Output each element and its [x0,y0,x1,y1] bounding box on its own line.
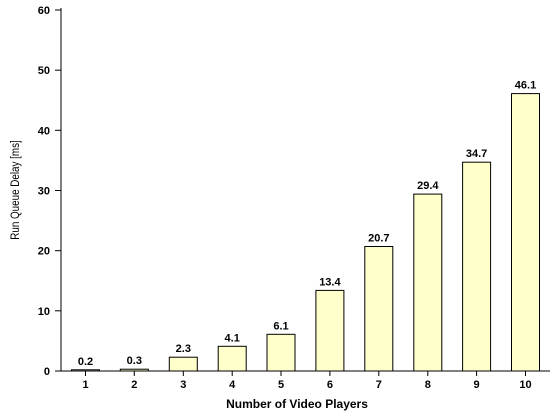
data-label-4: 4.1 [225,332,240,344]
y-tick-label-30: 30 [38,186,50,198]
x-tick-label-2: 2 [131,379,137,391]
data-label-5: 6.1 [273,320,288,332]
data-label-10: 46.1 [515,80,536,92]
y-tick-label-10: 10 [38,306,50,318]
y-tick-label-40: 40 [38,125,50,137]
x-tick-label-5: 5 [278,379,284,391]
y-axis-title: Run Queue Delay [ms] [9,140,22,240]
y-tick-label-0: 0 [44,366,50,378]
bar-4 [217,345,247,372]
x-tick-label-4: 4 [229,379,236,391]
x-tick-label-6: 6 [327,379,333,391]
bar-10 [511,93,540,372]
labels-layer: 0.210.322.334.146.1513.4620.7729.4834.79… [38,5,536,391]
y-tick-label-20: 20 [38,246,50,258]
bar-6 [315,289,345,372]
data-label-8: 29.4 [417,180,439,192]
x-tick-label-9: 9 [474,379,480,391]
bars-layer [71,93,540,372]
bar-3 [168,356,198,372]
y-tick-label-60: 60 [38,5,50,17]
x-tick-label-8: 8 [425,379,431,391]
data-label-3: 2.3 [176,343,191,355]
bar-5 [266,333,296,372]
bar-9 [462,161,492,372]
data-label-9: 34.7 [466,148,487,160]
axes-layer [55,8,550,376]
x-tick-label-1: 1 [82,379,88,391]
bar-8 [413,193,443,372]
y-tick-label-50: 50 [38,65,50,77]
data-label-6: 13.4 [319,276,341,288]
bar-7 [364,246,394,372]
data-label-7: 20.7 [368,233,389,245]
data-label-1: 0.2 [78,356,93,368]
x-tick-label-7: 7 [376,379,382,391]
x-tick-label-3: 3 [180,379,186,391]
x-tick-label-10: 10 [519,379,531,391]
data-label-2: 0.3 [127,355,142,367]
x-axis-title: Number of Video Players [226,397,368,411]
